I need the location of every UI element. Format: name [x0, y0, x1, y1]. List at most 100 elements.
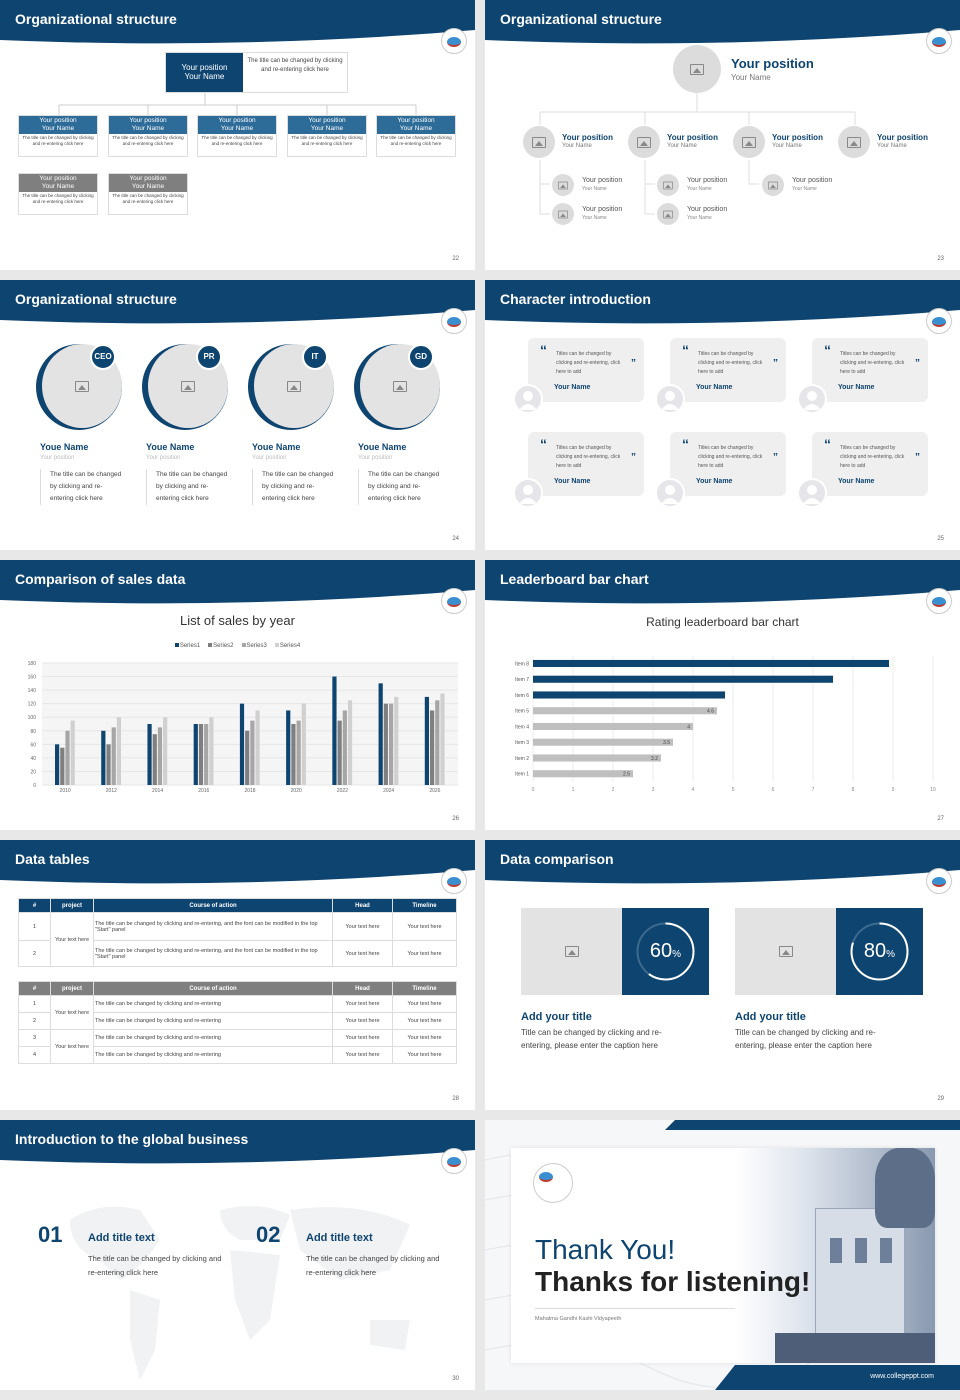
page-number: 27 [937, 816, 944, 822]
bar [533, 691, 725, 699]
data-label: 3.5 [663, 740, 670, 746]
slide-26[interactable]: Comparison of sales data List of sales b… [0, 560, 475, 830]
col-header: Course of action [93, 981, 333, 996]
org-box[interactable]: Your position Your Name The title can be c… [197, 115, 277, 157]
bar [65, 730, 70, 785]
x-tick-label: 3 [652, 787, 655, 793]
slide-29[interactable]: Data comparison 60% Add your title Title c… [485, 840, 960, 1110]
bar [116, 717, 122, 785]
slide-23[interactable]: Organizational structure Your position Y… [485, 0, 960, 270]
image-icon [742, 136, 756, 148]
avatar-placeholder[interactable] [628, 126, 660, 158]
data-label: 4 [687, 724, 690, 730]
org-box[interactable]: Your position Your Name The title can be c… [18, 115, 98, 157]
avatar-placeholder[interactable] [838, 126, 870, 158]
x-tick-label: 2 [612, 787, 615, 793]
table-row: 2 The title can be changed by clicking a… [18, 1012, 457, 1030]
quote-open-icon: “ [824, 436, 831, 452]
divider [535, 1308, 735, 1309]
org-top-box[interactable]: Your position Your Name The title can be… [165, 52, 348, 93]
avatar-placeholder-small[interactable] [657, 203, 679, 225]
cell: Your text here [332, 912, 393, 941]
role-badge: IT [302, 344, 328, 370]
person-desc: The title can be changed by clicking and… [252, 469, 336, 505]
percent-unit: % [886, 949, 896, 960]
y-tick-label: 140 [28, 688, 37, 694]
university-logo [441, 1148, 467, 1174]
person-card[interactable]: PR Youe Name Your position The title can be… [142, 342, 232, 522]
org-box-header: Your position Your Name [19, 116, 97, 134]
quote-open-icon: “ [540, 342, 547, 358]
user-avatar-icon [513, 384, 543, 414]
cell: Your text here [332, 1029, 393, 1047]
y-tick-label: 160 [28, 675, 37, 681]
testimonial-card[interactable]: “ ” Titles can be changed by clicking and … [812, 432, 928, 496]
person-name: Youe Name [40, 442, 89, 452]
testimonial-card[interactable]: “ ” Titles can be changed by clicking and … [528, 432, 644, 496]
cell: Your text here [392, 995, 457, 1013]
avatar-placeholder-small[interactable] [762, 174, 784, 196]
quote-close-icon: ” [631, 452, 636, 463]
percent-box: 80% [836, 908, 923, 995]
org-box-header: Your position Your Name [19, 174, 97, 192]
testimonial-card[interactable]: “ ” Titles can be changed by clicking and … [670, 432, 786, 496]
avatar-placeholder-small[interactable] [552, 174, 574, 196]
person-card[interactable]: GD Youe Name Your position The title can be… [354, 342, 444, 522]
person-card[interactable]: CEO Youe Name Your position The title can b… [36, 342, 126, 522]
legend-item: Series2 [208, 643, 234, 649]
avatar-placeholder[interactable] [523, 126, 555, 158]
slide-22[interactable]: Organizational structure Your position Y… [0, 0, 475, 270]
person-desc: The title can be changed by clicking and… [146, 469, 230, 505]
cell: Your text here [332, 940, 393, 967]
slide-30[interactable]: Introduction to the global business 01 Ad… [0, 1120, 475, 1390]
legend-swatch [208, 643, 213, 647]
org-box-position: Your position [39, 117, 77, 124]
org-box-position: Your position [308, 117, 346, 124]
avatar-placeholder-small[interactable] [657, 174, 679, 196]
percent-unit: % [672, 949, 682, 960]
org-box[interactable]: Your position Your Name The title can be c… [108, 173, 188, 215]
testimonial-card[interactable]: “ ” Titles can be changed by clicking and … [812, 338, 928, 402]
website-url[interactable]: www.collegeppt.com [870, 1373, 934, 1380]
cell: The title can be changed by clicking and… [93, 995, 333, 1013]
x-tick-label: 10 [930, 787, 936, 793]
avatar-placeholder[interactable] [733, 126, 765, 158]
org-box[interactable]: Your position Your Name The title can be c… [108, 115, 188, 157]
org-top-position: Your position [181, 63, 228, 72]
university-logo [441, 588, 467, 614]
top-avatar-placeholder[interactable] [673, 45, 721, 93]
org-box[interactable]: Your position Your Name The title can be c… [18, 173, 98, 215]
person-card[interactable]: IT Youe Name Your position The title can be… [248, 342, 338, 522]
item-desc: Title can be changed by clicking and re-… [521, 1028, 662, 1050]
x-tick-label: 8 [852, 787, 855, 793]
item-title: Add your title [521, 1011, 592, 1023]
cell: 2 [18, 940, 51, 967]
org-box[interactable]: Your position Your Name The title can be c… [376, 115, 456, 157]
percent-box: 60% [622, 908, 709, 995]
percent-value: 60% [622, 940, 709, 963]
slide-27[interactable]: Leaderboard bar chart Rating leaderboard… [485, 560, 960, 830]
bar [533, 738, 673, 746]
image-placeholder[interactable] [735, 908, 836, 995]
testimonial-card[interactable]: “ ” Titles can be changed by clicking and … [670, 338, 786, 402]
org-box-header: Your position Your Name [288, 116, 366, 134]
slide-31[interactable]: Thank You! Thanks for listening! Mahatma… [485, 1120, 960, 1390]
testimonial-card[interactable]: “ ” Titles can be changed by clicking and … [528, 338, 644, 402]
org-box-desc: The title can be changed by clicking and… [112, 193, 184, 204]
org-box[interactable]: Your position Your Name The title can be c… [287, 115, 367, 157]
image-placeholder[interactable] [521, 908, 622, 995]
slide-24[interactable]: Organizational structure CEO Youe Name You… [0, 280, 475, 550]
person-desc: The title can be changed by clicking and… [358, 469, 442, 505]
slide-25[interactable]: Character introduction “ ” Titles can be c… [485, 280, 960, 550]
position-name: Your Name [562, 143, 592, 149]
cell: The title can be changed by clicking and… [93, 940, 333, 967]
avatar-placeholder-small[interactable] [552, 203, 574, 225]
slide-28[interactable]: Data tables # project Course of action H… [0, 840, 475, 1110]
image-icon [181, 380, 195, 392]
org-box-position: Your position [397, 117, 435, 124]
table-row: 1 Your text here The title can be change… [18, 995, 457, 1030]
world-map-background [70, 1206, 410, 1380]
org-connectors [539, 93, 856, 215]
y-tick-label: 100 [28, 715, 37, 721]
item-desc: The title can be changed by clicking and… [306, 1254, 440, 1277]
